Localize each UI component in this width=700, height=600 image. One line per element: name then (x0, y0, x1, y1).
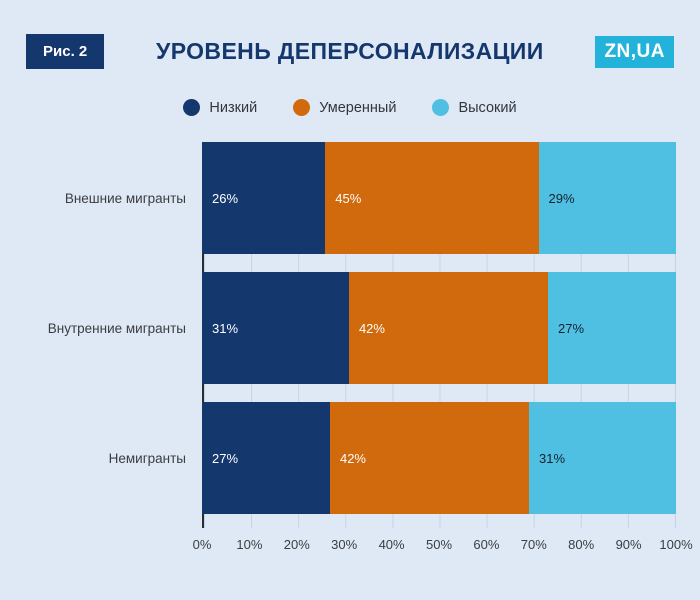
legend-label: Высокий (458, 99, 517, 116)
bar-segment: 31% (529, 402, 676, 514)
bar-value-label: 26% (212, 190, 239, 206)
bar-segment: 45% (325, 142, 539, 254)
bar-value-label: 27% (212, 450, 239, 466)
bar-value-label: 31% (539, 450, 566, 466)
x-tick-label: 40% (378, 537, 405, 552)
x-tick-label: 90% (615, 537, 642, 552)
x-tick-label: 0% (192, 537, 212, 552)
bar-row-0: Внешние мигранты 26% 45% 29% (0, 142, 700, 254)
bar-segment: 31% (202, 272, 349, 384)
category-label: Внутренние мигранты (47, 320, 186, 336)
legend-item-1: Умеренный (293, 99, 396, 116)
x-tick-label: 30% (331, 537, 358, 552)
chart-rows: Внешние мигранты 26% 45% 29% Внутренние мигр… (0, 142, 700, 528)
x-tick-label: 20% (283, 537, 310, 552)
x-tick-label: 10% (236, 537, 263, 552)
legend-dot-icon (183, 99, 201, 116)
x-tick-label: 80% (568, 537, 595, 552)
stacked-bar: 27% 42% 31% (202, 402, 676, 514)
bar-value-label: 31% (212, 320, 239, 336)
bar-value-label: 42% (339, 450, 366, 466)
x-tick-label: 100% (659, 537, 693, 552)
bar-row-1: Внутренние мигранты 31% 42% 27% (0, 272, 700, 384)
chart: Внешние мигранты 26% 45% 29% Внутренние мигр… (0, 142, 700, 528)
category-label: Немигранты (108, 450, 186, 466)
x-tick-label: 70% (520, 537, 547, 552)
bar-segment: 26% (202, 142, 326, 254)
legend: Низкий Умеренный Высокий (0, 99, 700, 116)
legend-item-2: Высокий (432, 99, 517, 116)
header: Рис. 2 УРОВЕНЬ ДЕПЕРСОНАЛИЗАЦИИ ZN,UA (0, 0, 700, 69)
stacked-bar: 26% 45% 29% (202, 142, 676, 254)
x-tick-label: 60% (473, 537, 500, 552)
bar-segment: 42% (329, 402, 530, 514)
legend-label: Низкий (209, 99, 258, 116)
figure-badge: Рис. 2 (26, 34, 105, 69)
category-label: Внешние мигранты (64, 190, 186, 206)
znua-logo: ZN,UA (595, 35, 674, 68)
legend-dot-icon (293, 99, 311, 116)
legend-dot-icon (432, 99, 450, 116)
x-axis: 0% 10% 20% 30% 40% 50% 60% 70% 80% 90% 100% (193, 528, 693, 554)
bar-segment: 27% (548, 272, 676, 384)
chart-title: УРОВЕНЬ ДЕПЕРСОНАЛИЗАЦИИ (156, 38, 544, 64)
bar-row-2: Немигранты 27% 42% 31% (0, 402, 700, 514)
bar-segment: 29% (538, 142, 676, 254)
stacked-bar: 31% 42% 27% (202, 272, 676, 384)
bar-value-label: 42% (358, 320, 385, 336)
bar-value-label: 45% (335, 190, 362, 206)
legend-label: Умеренный (319, 99, 397, 116)
bar-segment: 27% (202, 402, 330, 514)
x-tick-label: 50% (425, 537, 453, 552)
bar-value-label: 27% (558, 320, 585, 336)
legend-item-0: Низкий (183, 99, 257, 116)
bar-value-label: 29% (548, 190, 575, 206)
bar-segment: 42% (348, 272, 549, 384)
